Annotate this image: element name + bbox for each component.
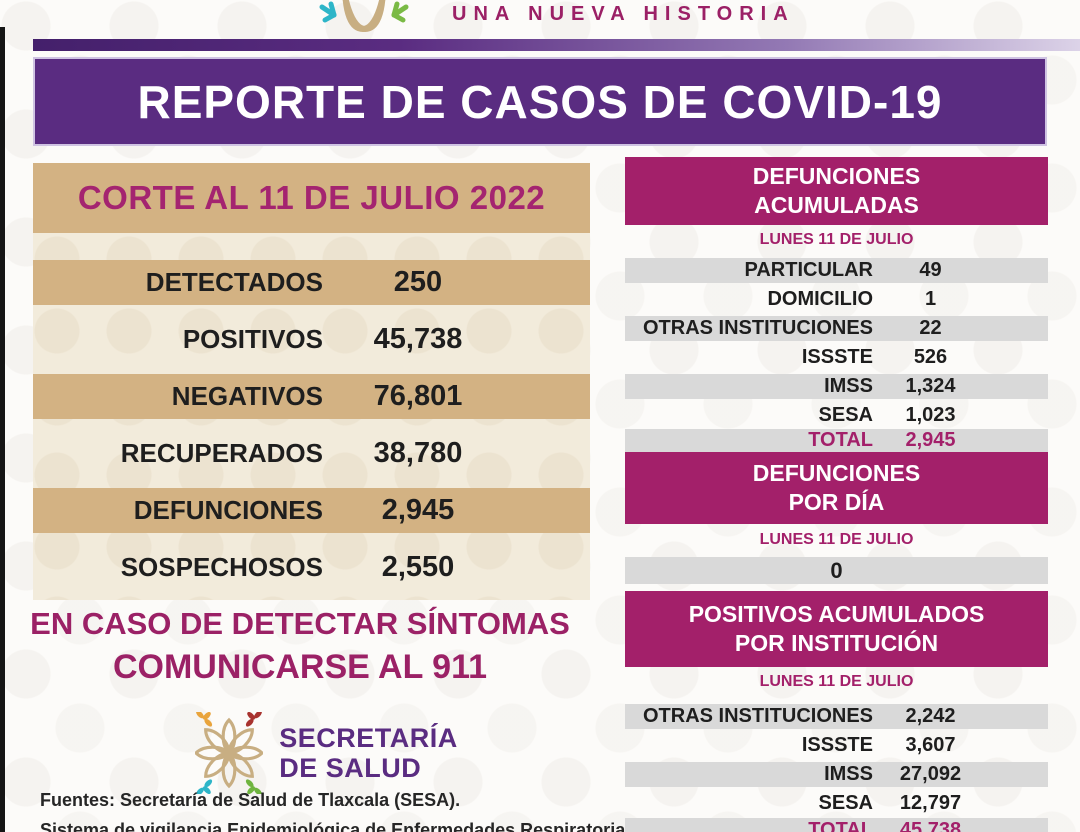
deaths-row-value: 1,324 [905,375,956,397]
advisory-line-1: EN CASO DE DETECTAR SÍNTOMAS [30,606,570,641]
positives-row-label: OTRAS INSTITUCIONES [642,705,873,727]
positives-total-value: 45,738 [899,819,962,832]
deaths-row-issste: ISSSTE 526 [625,345,1048,370]
deaths-row-particular: PARTICULAR 49 [625,258,1048,283]
deaths-row-sesa: SESA 1,023 [625,403,1048,428]
positives-row-value: 3,607 [905,734,956,756]
deaths-row-label: PARTICULAR [744,259,873,281]
deaths-row-otras-instituciones: OTRAS INSTITUCIONES 22 [625,316,1048,341]
positives-title-line2: POR INSTITUCIÓN [734,630,939,656]
deaths-row-label: IMSS [824,375,873,397]
positives-row-issste: ISSSTE 3,607 [625,733,1048,758]
positives-total-row: TOTAL 45,738 [625,818,1048,832]
secretaria-salud-wordmark: SECRETARÍA DE SALUD [279,723,458,783]
advisory-line-2: COMUNICARSE AL 911 [112,648,488,686]
deaths-total-label: TOTAL [808,429,873,451]
tlaxcala-government-logo-icon [298,0,430,37]
summary-row-label: NEGATIVOS [171,381,323,411]
deaths-row-label: SESA [818,404,873,426]
positives-row-value: 2,242 [905,705,956,727]
secretaria-salud-logo: SECRETARÍA DE SALUD [33,712,590,794]
deaths-per-day-date: LUNES 11 DE JULIO [759,531,914,548]
report-banner: REPORTE DE CASOS DE COVID-19 [33,57,1047,146]
summary-row-negativos: NEGATIVOS 76,801 [33,374,590,419]
green-sprout-icon [391,1,409,23]
orange-sprout-icon [196,712,213,727]
positives-title-line1: POSITIVOS ACUMULADOS [688,601,985,628]
tulip-logo-icon [319,0,409,33]
sources-line-2: Sistema de vigilancia Epidemiológica de … [40,820,719,832]
report-banner-title: REPORTE DE CASOS DE COVID-19 [137,75,943,128]
summary-row-recuperados: RECUPERADOS 38,780 [33,431,590,476]
deaths-row-label: OTRAS INSTITUCIONES [642,317,873,339]
summary-panel-header: CORTE AL 11 DE JULIO 2022 [33,163,590,233]
summary-row-value: 38,780 [373,437,463,469]
summary-row-value: 45,738 [373,323,463,355]
deaths-row-value: 1,023 [905,404,956,426]
deaths-accumulated-header: DEFUNCIONES ACUMULADAS [625,157,1048,225]
positives-by-institution-header: POSITIVOS ACUMULADOS POR INSTITUCIÓN [625,591,1048,667]
summary-row-label: SOSPECHOSOS [120,552,323,582]
positives-row-sesa: SESA 12,797 [625,791,1048,816]
summary-row-value: 76,801 [373,380,463,412]
summary-row-label: DEFUNCIONES [133,495,323,525]
deaths-total-row: TOTAL 2,945 [625,429,1048,452]
positives-row-label: ISSSTE [801,734,873,756]
summary-row-label: RECUPERADOS [120,438,323,468]
positives-date: LUNES 11 DE JULIO [759,673,914,690]
deaths-row-domicilio: DOMICILIO 1 [625,287,1048,312]
deaths-row-value: 1 [924,288,937,310]
positives-row-imss: IMSS 27,092 [625,762,1048,787]
deaths-per-day-header: DEFUNCIONES POR DÍA [625,452,1048,524]
cutoff-date-title: CORTE AL 11 DE JULIO 2022 [77,179,546,216]
deaths-row-imss: IMSS 1,324 [625,374,1048,399]
red-sprout-icon [246,712,263,727]
summary-panel: CORTE AL 11 DE JULIO 2022 DETECTADOS 250… [33,163,590,600]
positives-total-label: TOTAL [808,819,873,832]
secretaria-salud-flower-icon [195,712,264,794]
green-corner-sprout-icon [246,779,263,794]
deaths-row-value: 526 [913,346,948,368]
summary-row-value: 250 [393,266,443,298]
positives-row-value: 12,797 [899,792,962,814]
summary-row-label: DETECTADOS [145,267,323,297]
deaths-accumulated-date: LUNES 11 DE JULIO [759,231,914,248]
summary-row-positivos: POSITIVOS 45,738 [33,317,590,362]
teal-sprout-icon [319,1,337,23]
deaths-row-value: 22 [919,317,942,339]
cyan-sprout-icon [196,779,213,794]
de-salud-line: DE SALUD [279,753,422,783]
deaths-row-value: 49 [919,259,942,281]
summary-row-detectados: DETECTADOS 250 [33,260,590,305]
gradient-divider [33,39,1080,51]
left-frame-border [0,27,5,832]
positives-row-label: SESA [818,792,873,814]
summary-row-value: 2,550 [381,551,455,583]
tagline: UNA NUEVA HISTORIA [452,3,795,25]
sources-line-1: Fuentes: Secretaría de Salud de Tlaxcala… [40,790,461,810]
deaths-accumulated-title-line2: ACUMULADAS [754,192,919,218]
deaths-per-day-value: 0 [625,557,1048,584]
summary-row-defunciones: DEFUNCIONES 2,945 [33,488,590,533]
summary-row-value: 2,945 [381,494,455,526]
positives-row-label: IMSS [824,763,873,785]
deaths-row-label: DOMICILIO [767,288,873,310]
positives-row-otras-instituciones: OTRAS INSTITUCIONES 2,242 [625,704,1048,729]
secretaria-line: SECRETARÍA [279,722,458,753]
deaths-accumulated-title-line1: DEFUNCIONES [752,163,921,190]
deaths-total-value: 2,945 [905,429,956,451]
positives-row-value: 27,092 [899,763,962,785]
summary-row-label: POSITIVOS [182,324,323,354]
deaths-per-day-title-line2: POR DÍA [788,489,885,515]
deaths-row-label: ISSSTE [801,346,873,368]
summary-row-sospechosos: SOSPECHOSOS 2,550 [33,545,590,590]
deaths-per-day-title-line1: DEFUNCIONES [752,460,921,487]
